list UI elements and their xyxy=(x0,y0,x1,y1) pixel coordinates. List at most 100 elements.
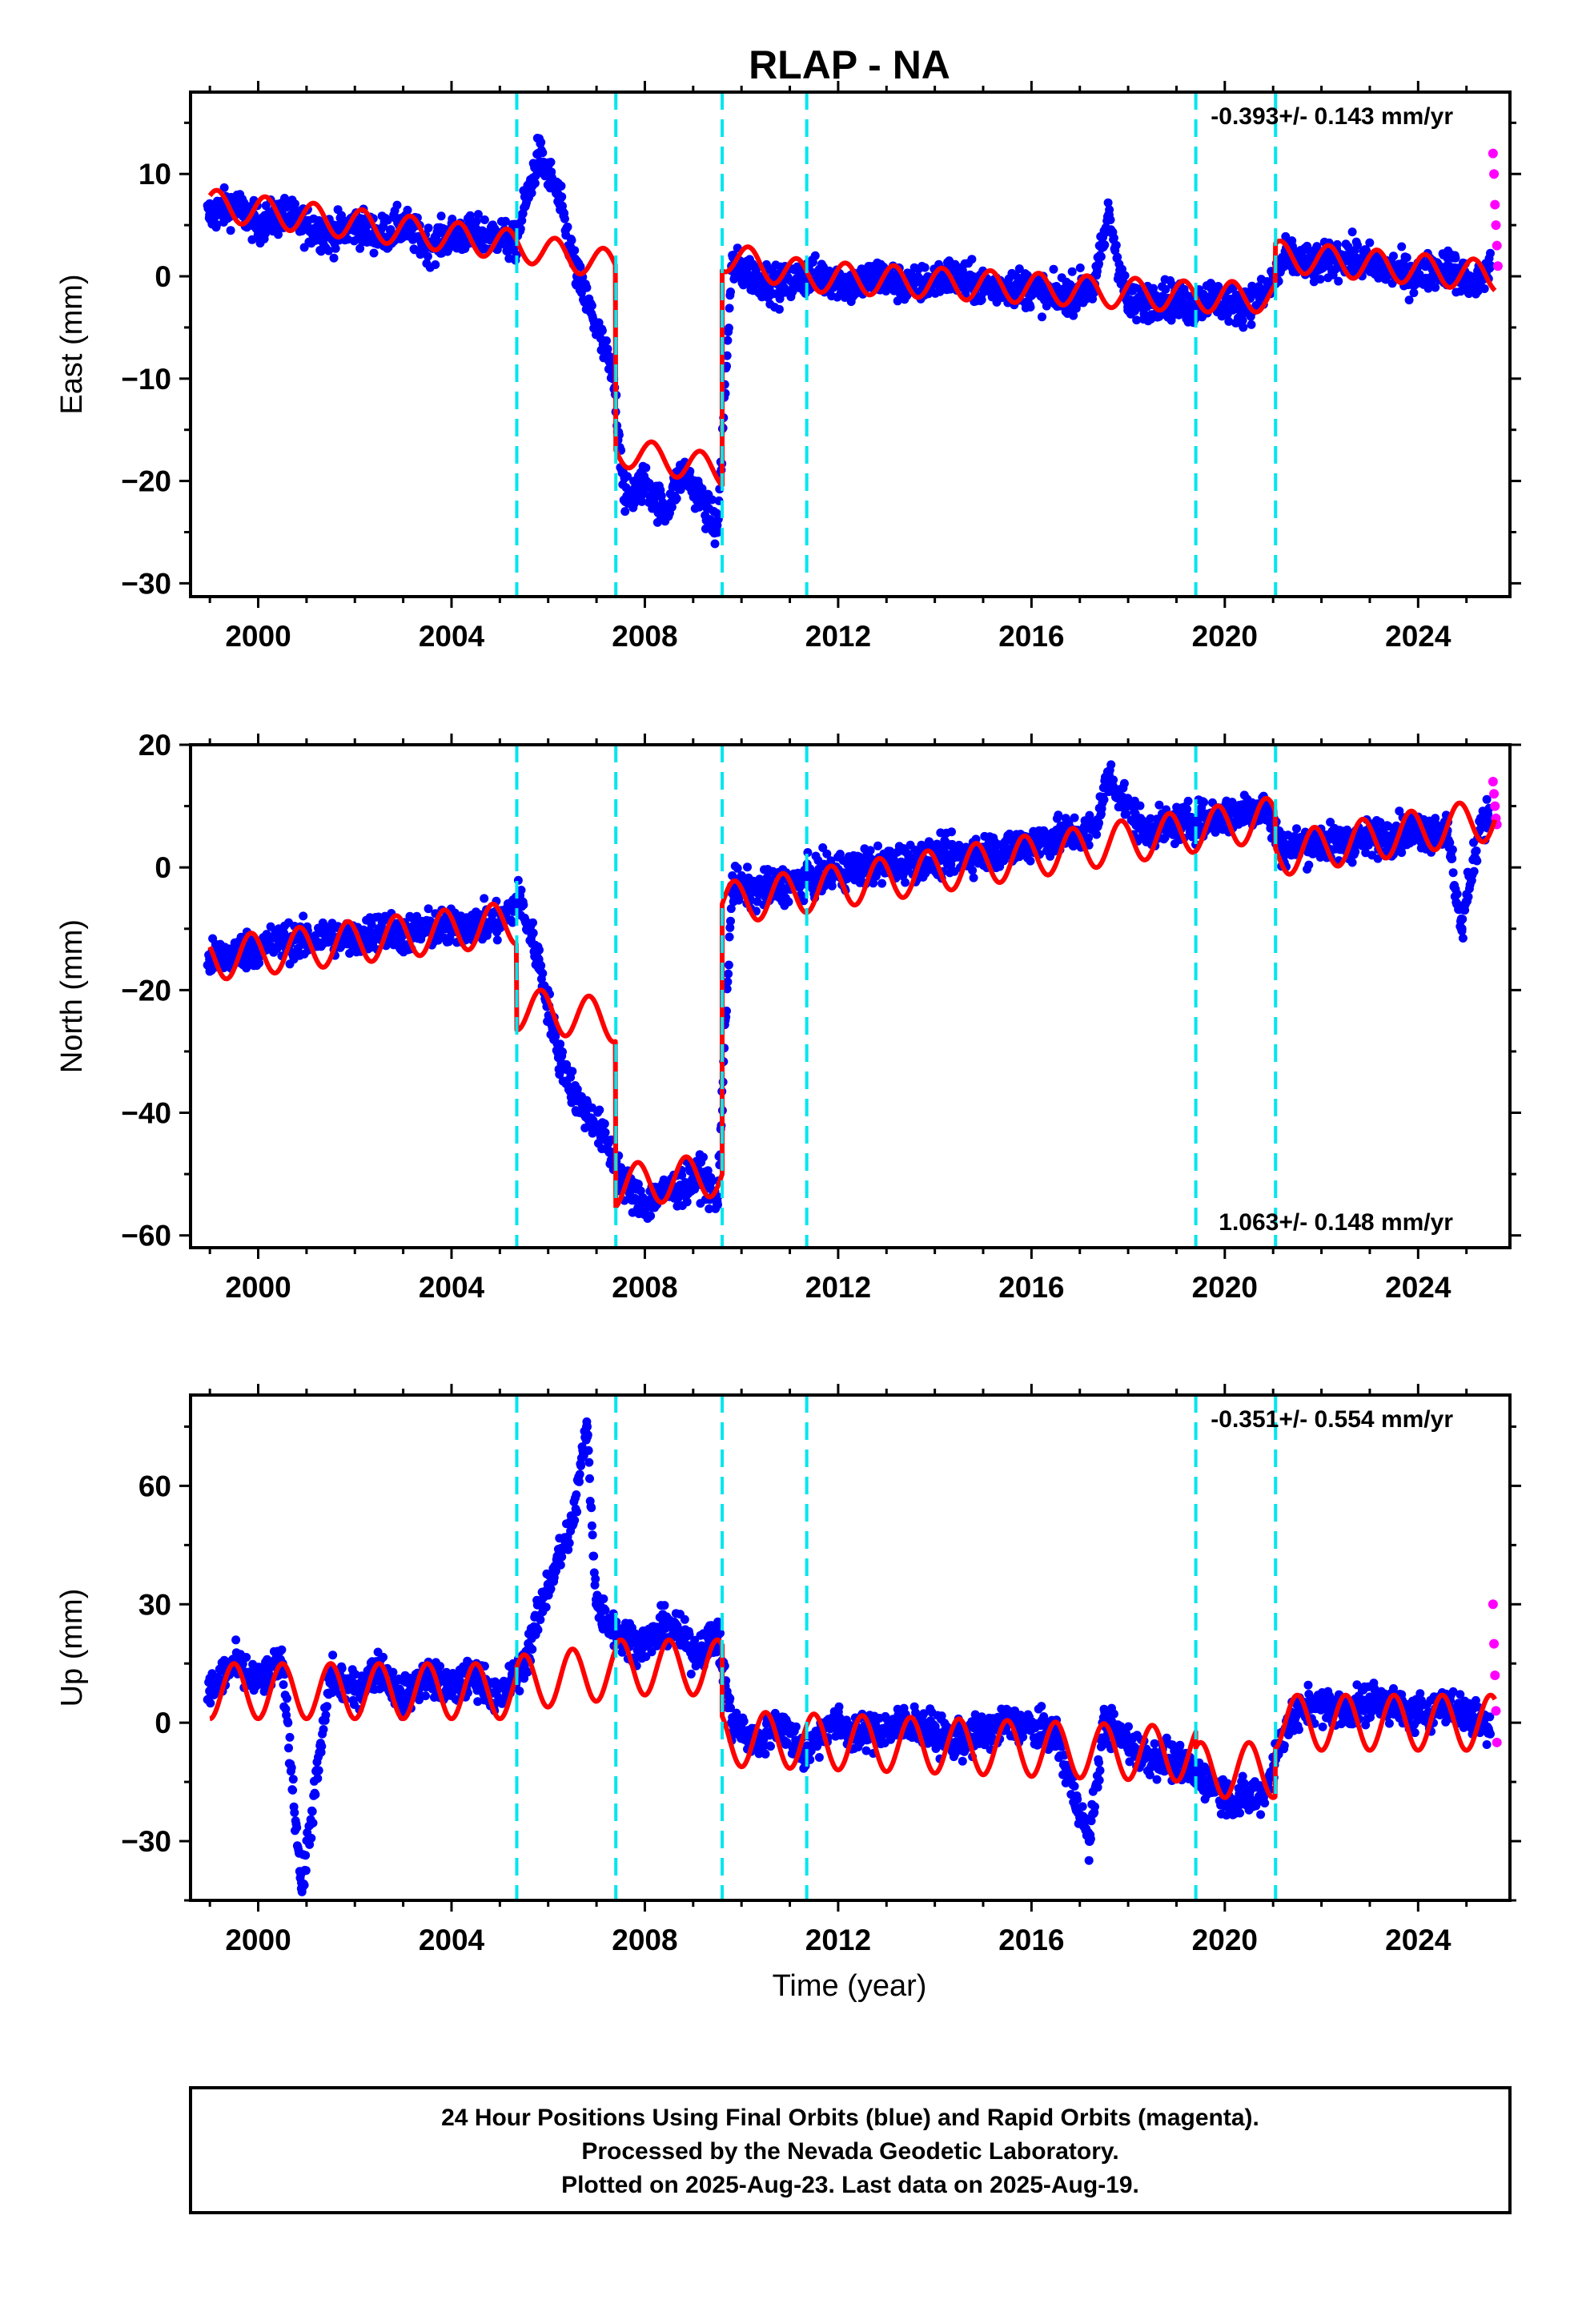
final-orbit-point xyxy=(538,969,548,978)
final-orbit-point xyxy=(726,904,736,914)
final-orbit-point xyxy=(977,296,986,304)
final-orbit-point xyxy=(602,336,611,345)
final-orbit-point xyxy=(1452,889,1462,899)
final-orbit-point xyxy=(640,1200,650,1210)
final-orbit-point xyxy=(1239,323,1248,332)
final-orbit-point xyxy=(308,1818,318,1827)
final-orbit-point xyxy=(528,928,538,938)
x-tick-label: 2000 xyxy=(225,620,291,653)
final-orbit-point xyxy=(512,250,521,259)
final-orbit-point xyxy=(1094,818,1103,828)
x-tick-label: 2016 xyxy=(998,620,1064,653)
final-orbit-point xyxy=(667,502,677,512)
final-orbit-point xyxy=(724,324,733,333)
final-orbit-point xyxy=(1451,253,1460,263)
final-orbit-point xyxy=(329,253,339,263)
east-panel: 2000 2004 2008 2012 2016 2020 2024100−10−20−30… xyxy=(55,81,1521,653)
final-orbit-point xyxy=(283,1718,293,1727)
final-orbit-point xyxy=(331,243,340,253)
final-orbit-point xyxy=(1132,316,1142,325)
final-orbit-point xyxy=(552,189,563,199)
final-orbit-point xyxy=(1447,854,1457,863)
final-orbit-point xyxy=(1347,858,1357,867)
x-tick-label: 2008 xyxy=(612,620,677,653)
final-orbit-point xyxy=(1026,303,1035,312)
final-orbit-point xyxy=(1448,868,1458,878)
final-orbit-point xyxy=(287,1763,296,1772)
final-orbit-point xyxy=(1042,301,1051,311)
final-orbit-point xyxy=(592,322,602,332)
final-orbit-point xyxy=(1106,760,1116,770)
final-orbit-point xyxy=(775,294,785,304)
final-orbit-point xyxy=(724,969,733,979)
y-axis-label: North (mm) xyxy=(55,919,89,1073)
final-orbit-points xyxy=(203,134,1496,549)
final-orbit-points xyxy=(203,1417,1495,1896)
final-orbit-point xyxy=(968,866,978,875)
final-orbit-point xyxy=(603,344,612,354)
final-orbit-point xyxy=(556,181,566,191)
final-orbit-point xyxy=(570,246,580,255)
final-orbit-point xyxy=(284,1743,293,1753)
final-orbit-point xyxy=(247,235,257,244)
final-orbit-point xyxy=(725,304,734,313)
final-orbit-point xyxy=(535,945,544,955)
final-orbit-point xyxy=(519,900,528,910)
final-orbit-point xyxy=(726,287,735,296)
x-tick-label: 2004 xyxy=(419,1271,485,1304)
final-orbit-point xyxy=(423,251,432,261)
final-orbit-point xyxy=(1119,778,1129,788)
final-orbit-point xyxy=(255,959,264,968)
final-orbit-point xyxy=(901,878,910,887)
final-orbit-point xyxy=(1397,242,1407,251)
final-orbit-point xyxy=(1182,804,1192,814)
final-orbit-point xyxy=(288,1785,298,1795)
rapid-orbit-point xyxy=(1488,148,1498,159)
final-orbit-point xyxy=(1334,276,1343,286)
final-orbit-point xyxy=(725,932,734,942)
final-orbit-point xyxy=(472,216,481,226)
final-orbit-point xyxy=(641,463,651,472)
final-orbit-point xyxy=(355,243,365,253)
final-orbit-point xyxy=(712,527,722,537)
final-orbit-point xyxy=(1138,826,1148,836)
y-tick-label: −20 xyxy=(121,974,171,1007)
final-orbit-point xyxy=(277,936,287,947)
final-orbit-point xyxy=(1070,813,1079,822)
final-orbit-point xyxy=(723,977,733,987)
final-orbit-point xyxy=(636,1186,645,1196)
final-orbit-point xyxy=(724,960,733,970)
final-orbit-point xyxy=(1472,846,1481,855)
final-orbit-point xyxy=(725,923,735,932)
final-orbit-point xyxy=(1096,252,1106,261)
final-orbit-point xyxy=(1111,240,1121,250)
final-orbit-point xyxy=(958,266,967,275)
y-tick-label: 0 xyxy=(155,260,171,293)
final-orbit-point xyxy=(299,911,308,921)
final-orbit-point xyxy=(1123,302,1134,312)
final-orbit-point xyxy=(242,963,251,973)
final-orbit-point xyxy=(530,179,540,188)
final-orbit-point xyxy=(326,930,336,940)
final-orbit-point xyxy=(905,856,916,866)
final-orbit-point xyxy=(726,916,735,926)
x-tick-label: 2020 xyxy=(1192,1271,1258,1304)
final-orbit-point xyxy=(659,506,669,517)
final-orbit-point xyxy=(546,158,556,167)
final-orbit-point xyxy=(1099,795,1109,804)
model-fit-line xyxy=(207,187,1497,488)
final-orbit-point xyxy=(1332,239,1342,249)
rapid-orbit-point xyxy=(1489,169,1500,179)
final-orbit-point xyxy=(301,1866,311,1876)
final-orbit-point xyxy=(313,1774,323,1783)
final-orbit-point xyxy=(1157,292,1167,302)
final-orbit-point xyxy=(319,1725,328,1734)
final-orbit-point xyxy=(291,199,299,209)
x-tick-label: 2000 xyxy=(225,1271,291,1304)
final-orbit-point xyxy=(471,230,481,240)
final-orbit-point xyxy=(1234,807,1244,818)
final-orbit-point xyxy=(672,494,681,503)
final-orbit-point xyxy=(1084,833,1093,842)
